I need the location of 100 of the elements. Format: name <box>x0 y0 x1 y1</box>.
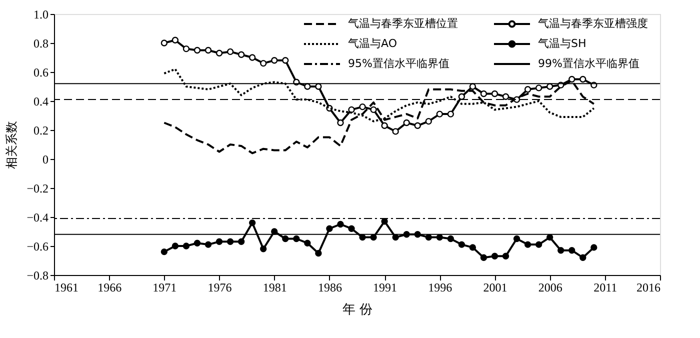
legend-label: 气温与SH <box>538 37 586 50</box>
point <box>535 241 542 248</box>
point <box>491 90 498 98</box>
point <box>392 234 399 241</box>
point <box>260 246 267 252</box>
point <box>425 234 432 241</box>
point <box>282 57 289 64</box>
x-tick-label: 1961 <box>54 280 78 294</box>
y-tick-label: 0.6 <box>34 66 48 80</box>
point <box>194 46 201 54</box>
point <box>447 110 454 118</box>
point <box>160 248 168 256</box>
point <box>337 119 344 126</box>
point <box>535 84 542 92</box>
point <box>513 235 520 242</box>
y-tick-label: −0.2 <box>26 182 48 196</box>
point <box>226 238 234 245</box>
point <box>238 51 245 58</box>
point <box>403 119 410 126</box>
point <box>348 106 355 114</box>
point <box>315 250 322 257</box>
x-axis-title: 年 份 <box>342 302 373 318</box>
point <box>216 50 223 56</box>
x-tick-label: 2001 <box>483 280 508 294</box>
x-tick-label: 1981 <box>262 280 287 294</box>
point <box>491 252 498 260</box>
x-tick-label: 1976 <box>208 280 232 294</box>
legend-label: 99%置信水平临界值 <box>538 57 640 70</box>
x-tick-label: 1986 <box>318 280 342 294</box>
point <box>172 242 179 250</box>
point <box>557 247 564 254</box>
y-tick-label: 1.0 <box>34 8 48 22</box>
point <box>216 238 223 245</box>
x-tick-label: 2006 <box>538 280 562 294</box>
y-tick-label: 0.8 <box>34 36 48 50</box>
x-tick-label: 1966 <box>98 280 122 294</box>
point <box>248 54 256 61</box>
point <box>248 219 256 226</box>
point <box>337 220 344 228</box>
point <box>580 76 586 83</box>
point <box>282 235 289 242</box>
point <box>182 242 190 250</box>
y-axis-title: 相关系数 <box>4 121 19 169</box>
point <box>568 247 576 254</box>
legend-label: 95%置信水平临界值 <box>348 57 450 70</box>
point <box>524 86 532 93</box>
point <box>546 234 554 241</box>
point <box>182 45 190 52</box>
point <box>160 40 168 46</box>
legend-label: 气温与春季东亚槽强度 <box>538 17 648 30</box>
point <box>271 57 278 64</box>
point <box>458 241 466 248</box>
x-tick-label: 1996 <box>428 280 452 294</box>
point <box>436 110 443 118</box>
y-tick-label: −0.8 <box>26 268 48 282</box>
x-tick-label: 1991 <box>373 280 398 294</box>
x-tick-label: 2011 <box>594 280 618 294</box>
point <box>238 238 245 245</box>
point <box>326 225 333 232</box>
point <box>194 240 201 246</box>
point <box>502 252 510 260</box>
point <box>480 254 488 261</box>
point <box>458 93 466 100</box>
point <box>381 218 388 225</box>
point <box>568 76 576 83</box>
point <box>204 241 212 248</box>
point <box>304 240 311 246</box>
point <box>447 235 454 242</box>
y-tick-label: −0.6 <box>26 240 48 254</box>
point <box>425 118 432 125</box>
point <box>414 122 421 129</box>
point <box>513 96 520 103</box>
point <box>392 128 399 135</box>
point <box>204 46 212 54</box>
point <box>271 228 278 235</box>
point <box>293 235 300 242</box>
point <box>304 83 311 90</box>
x-tick-label: 1971 <box>152 280 177 294</box>
point <box>580 254 586 261</box>
point <box>546 83 554 90</box>
point <box>502 93 510 100</box>
point <box>480 90 488 98</box>
point <box>359 234 366 241</box>
point <box>381 122 388 129</box>
y-tick-label: 0 <box>42 152 48 166</box>
point <box>260 60 267 67</box>
point <box>469 244 476 251</box>
point <box>436 234 443 241</box>
point <box>524 241 532 248</box>
point <box>359 103 366 110</box>
point <box>370 234 377 241</box>
point <box>590 244 598 251</box>
point <box>226 48 234 56</box>
point <box>370 106 377 114</box>
y-tick-label: 0.2 <box>34 124 48 138</box>
legend-label: 气温与春季东亚槽位置 <box>348 17 458 30</box>
point <box>172 36 179 44</box>
y-tick-label: 0.4 <box>34 94 48 108</box>
legend-label: 气温与AO <box>348 37 398 50</box>
point <box>315 83 322 90</box>
